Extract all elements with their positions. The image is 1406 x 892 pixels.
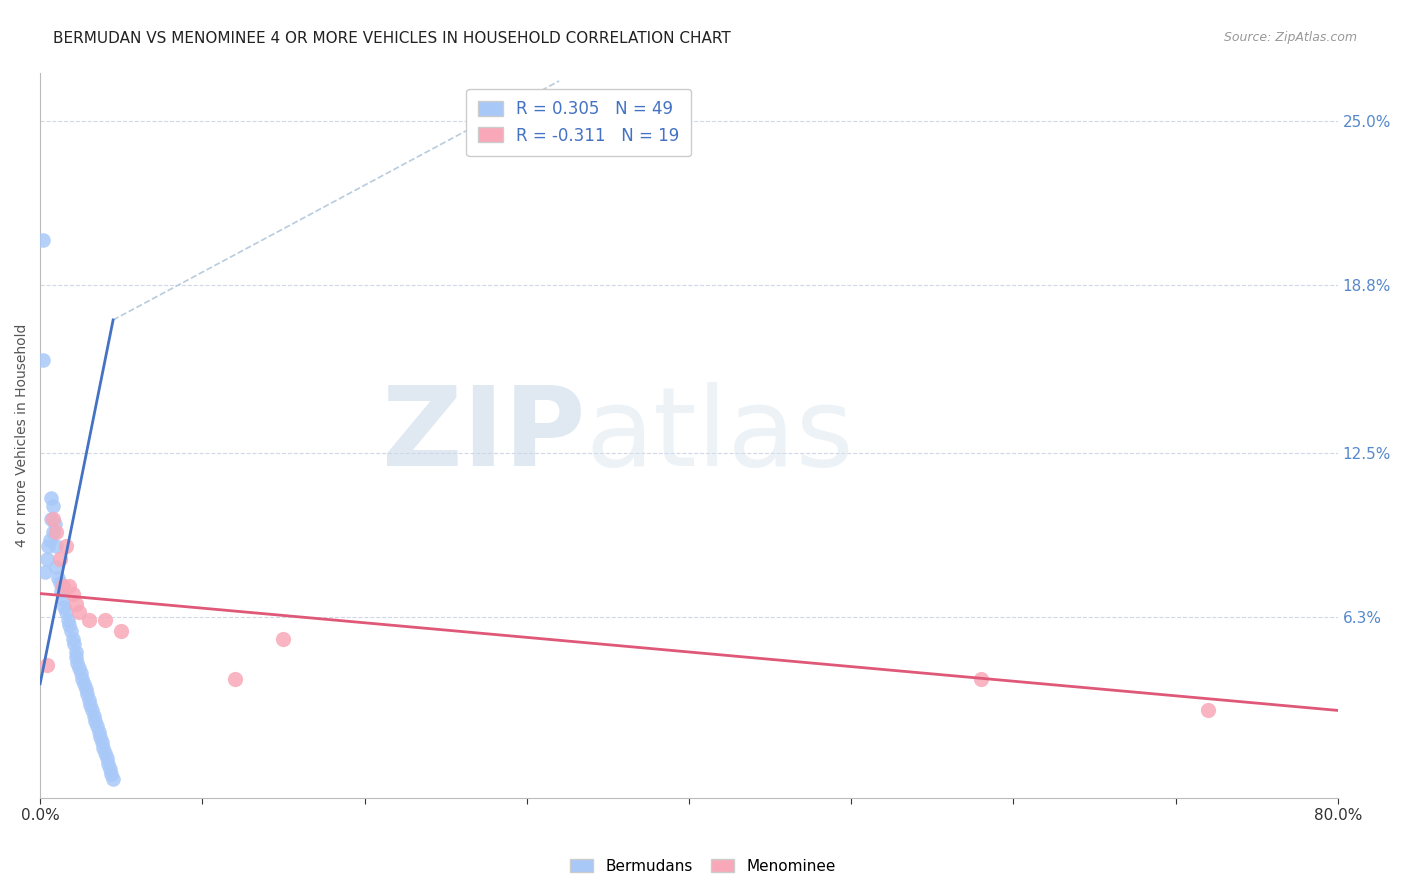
Point (73, 677, 96, 691)
Point (32, 233, 55, 247)
Point (101, 772, 124, 787)
Point (89, 730, 111, 744)
Point (67, 605, 90, 619)
Point (93, 740, 115, 755)
Point (53, 599, 76, 614)
Point (77, 693, 100, 707)
Point (52, 578, 75, 592)
Point (65, 645, 87, 659)
Point (41, 512, 63, 526)
Point (97, 756, 120, 771)
Point (75, 682, 97, 697)
Point (65, 650, 87, 665)
Point (55, 539, 77, 553)
Point (34, 566, 56, 580)
Text: Source: ZipAtlas.com: Source: ZipAtlas.com (1223, 31, 1357, 45)
Point (42, 525, 65, 540)
Point (86, 719, 108, 733)
Point (83, 708, 105, 723)
Point (46, 571, 69, 585)
Point (45, 525, 67, 540)
Point (96, 751, 118, 765)
Point (62, 586, 84, 600)
Point (66, 656, 89, 670)
Point (84, 714, 107, 728)
Text: BERMUDAN VS MENOMINEE 4 OR MORE VEHICLES IN HOUSEHOLD CORRELATION CHART: BERMUDAN VS MENOMINEE 4 OR MORE VEHICLES… (53, 31, 731, 46)
Point (48, 576, 70, 591)
Point (90, 735, 112, 749)
Point (273, 632, 295, 646)
Point (35, 552, 58, 566)
Point (65, 597, 87, 611)
Point (35, 658, 58, 673)
Point (41, 491, 63, 505)
Point (67, 661, 90, 675)
Point (59, 624, 82, 638)
Point (44, 517, 66, 532)
Point (94, 746, 117, 760)
Y-axis label: 4 or more Vehicles in Household: 4 or more Vehicles in Household (15, 324, 30, 547)
Text: ZIP: ZIP (382, 382, 585, 489)
Point (76, 688, 98, 702)
Point (58, 618, 80, 632)
Point (42, 512, 65, 526)
Point (110, 624, 132, 638)
Point (72, 672, 94, 686)
Point (98, 762, 121, 776)
Point (970, 672, 993, 686)
Point (77, 613, 100, 627)
Point (52, 591, 75, 606)
Point (224, 672, 246, 686)
Text: atlas: atlas (585, 382, 853, 489)
Point (94, 613, 117, 627)
Point (37, 539, 59, 553)
Point (79, 698, 101, 712)
Point (69, 666, 91, 681)
Point (55, 605, 77, 619)
Legend: R = 0.305   N = 49, R = -0.311   N = 19: R = 0.305 N = 49, R = -0.311 N = 19 (467, 88, 692, 156)
Point (1197, 703, 1219, 717)
Point (38, 533, 60, 548)
Point (42, 499, 65, 513)
Legend: Bermudans, Menominee: Bermudans, Menominee (564, 853, 842, 880)
Point (45, 539, 67, 553)
Point (62, 632, 84, 646)
Point (87, 724, 110, 739)
Point (32, 352, 55, 367)
Point (58, 578, 80, 592)
Point (48, 552, 70, 566)
Point (45, 560, 67, 574)
Point (100, 767, 122, 781)
Point (56, 613, 79, 627)
Point (51, 583, 73, 598)
Point (80, 703, 103, 717)
Point (63, 637, 86, 651)
